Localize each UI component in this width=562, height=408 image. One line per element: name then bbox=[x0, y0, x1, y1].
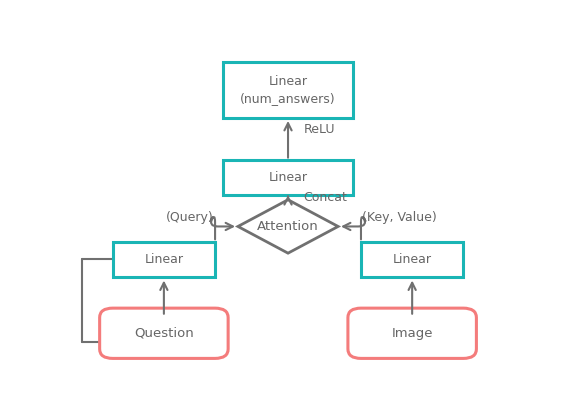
Text: (Query): (Query) bbox=[166, 211, 214, 224]
Text: Linear
(num_answers): Linear (num_answers) bbox=[240, 75, 336, 105]
FancyBboxPatch shape bbox=[223, 160, 353, 195]
Text: Linear: Linear bbox=[144, 253, 183, 266]
Text: Question: Question bbox=[134, 327, 194, 340]
Text: Linear: Linear bbox=[269, 171, 307, 184]
FancyBboxPatch shape bbox=[361, 242, 463, 277]
Text: Concat: Concat bbox=[303, 191, 347, 204]
FancyBboxPatch shape bbox=[113, 242, 215, 277]
Text: Attention: Attention bbox=[257, 220, 319, 233]
Polygon shape bbox=[238, 200, 338, 253]
Text: Image: Image bbox=[391, 327, 433, 340]
FancyBboxPatch shape bbox=[99, 308, 228, 358]
Text: Linear: Linear bbox=[393, 253, 432, 266]
FancyBboxPatch shape bbox=[223, 62, 353, 118]
FancyBboxPatch shape bbox=[348, 308, 477, 358]
Text: (Key, Value): (Key, Value) bbox=[362, 211, 437, 224]
Text: ReLU: ReLU bbox=[303, 122, 335, 135]
